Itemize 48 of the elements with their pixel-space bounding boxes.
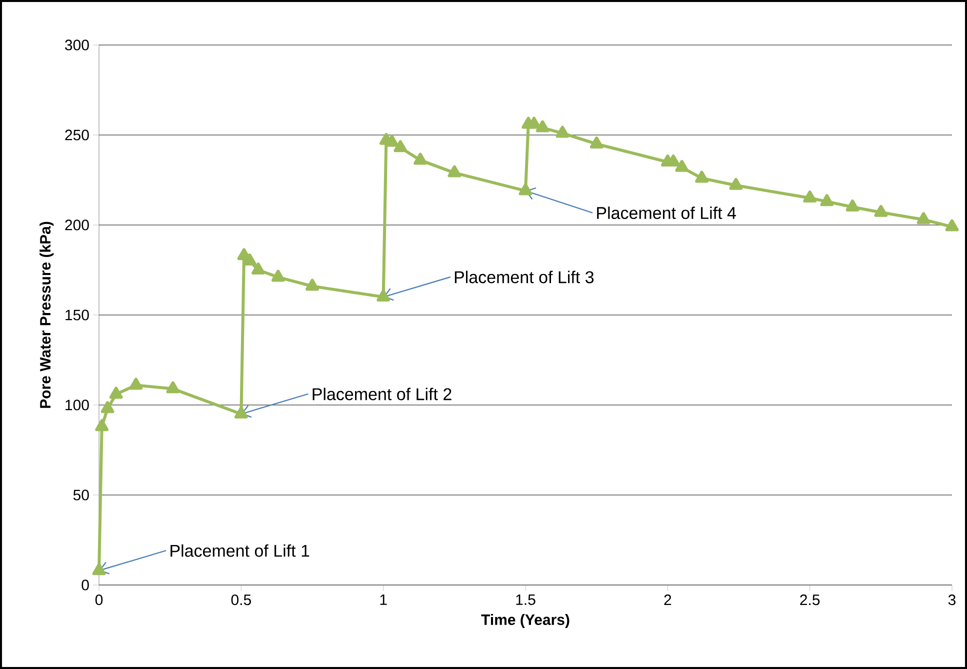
- y-tick-label: 300: [65, 40, 89, 50]
- point: [729, 178, 743, 190]
- point: [414, 152, 427, 165]
- point: [675, 160, 689, 172]
- x-tick-label: 2.5: [800, 594, 820, 606]
- point: [95, 419, 109, 432]
- x-tick-label: 2: [664, 594, 672, 605]
- x-tick-label: 1: [380, 594, 387, 605]
- x-tick-label: 3: [948, 594, 956, 606]
- point: [820, 194, 834, 206]
- point: [536, 120, 550, 132]
- y-tick-label: 100: [66, 400, 89, 410]
- point: [846, 199, 860, 212]
- x-tick-label: 0: [95, 594, 103, 606]
- point: [243, 253, 256, 266]
- y-tick-label: 0: [82, 580, 89, 590]
- point: [556, 126, 570, 138]
- point: [695, 170, 708, 183]
- y-tick-label: 150: [66, 310, 89, 320]
- x-tick-label: 1.5: [516, 594, 536, 605]
- point: [129, 378, 143, 390]
- point: [448, 165, 462, 178]
- point: [803, 190, 817, 202]
- point: [109, 386, 123, 399]
- point: [376, 289, 390, 302]
- y-tick-label: 250: [65, 130, 89, 140]
- point: [252, 262, 265, 274]
- point: [92, 563, 106, 576]
- point: [394, 140, 408, 152]
- point: [100, 401, 114, 414]
- annotation: Placement of Lift 4: [597, 206, 736, 220]
- point: [271, 270, 285, 282]
- y-axis-title: Pore Water Pressure (kPa): [40, 222, 54, 408]
- y-tick-label: 200: [65, 220, 89, 230]
- y-tick-label: 50: [73, 490, 89, 500]
- annotation: Placement of Lift 2: [312, 388, 452, 400]
- point: [166, 381, 180, 394]
- point: [306, 278, 319, 291]
- annotation: Placement of Lift 3: [454, 270, 594, 284]
- point: [874, 204, 888, 217]
- point: [234, 406, 248, 418]
- point: [916, 212, 930, 224]
- point: [945, 219, 959, 232]
- point: [590, 136, 604, 148]
- x-tick-label: 0.5: [231, 594, 251, 606]
- point: [518, 183, 532, 196]
- annotation: Placement of Lift 1: [170, 544, 310, 557]
- x-axis-title: Time (Years): [481, 614, 570, 628]
